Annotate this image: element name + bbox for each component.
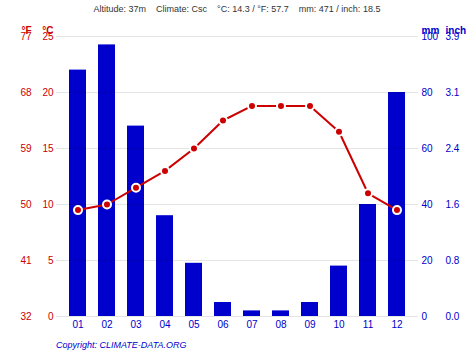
- svg-text:2.4: 2.4: [446, 143, 460, 154]
- svg-text:1.6: 1.6: [446, 199, 460, 210]
- svg-text:3.9: 3.9: [445, 30, 460, 42]
- svg-text:77: 77: [20, 30, 32, 42]
- svg-text:mm: mm: [422, 25, 440, 36]
- svg-text:0: 0: [422, 311, 428, 322]
- svg-text:3.1: 3.1: [446, 87, 460, 98]
- svg-text:25: 25: [42, 30, 54, 42]
- svg-text:06: 06: [217, 319, 229, 330]
- svg-text:100: 100: [421, 30, 439, 42]
- svg-text:10: 10: [42, 199, 54, 210]
- svg-text:15: 15: [42, 143, 54, 154]
- svg-text:12: 12: [391, 319, 403, 330]
- svg-text:0.0: 0.0: [446, 311, 460, 322]
- svg-text:32: 32: [20, 311, 32, 322]
- svg-text:inch: inch: [446, 25, 467, 36]
- svg-text:09: 09: [304, 319, 316, 330]
- svg-text:80: 80: [422, 87, 434, 98]
- svg-text:°C: °C: [42, 25, 53, 36]
- svg-text:60: 60: [422, 143, 434, 154]
- svg-text:08: 08: [275, 319, 287, 330]
- svg-text:02: 02: [101, 319, 113, 330]
- svg-text:04: 04: [159, 319, 171, 330]
- svg-text:03: 03: [130, 319, 142, 330]
- svg-text:11: 11: [363, 319, 374, 330]
- html-text:Altitude: 37m Climate: Csc °C:: Altitude: 37m Climate: Csc °C: 14.3 / °F…: [93, 4, 381, 14]
- svg-text:05: 05: [188, 319, 200, 330]
- svg-text:07: 07: [246, 319, 258, 330]
- svg-text:20: 20: [422, 255, 434, 266]
- svg-text:01: 01: [72, 319, 84, 330]
- svg-text:20: 20: [42, 87, 54, 98]
- svg-text:68: 68: [20, 87, 32, 98]
- svg-text:0.8: 0.8: [446, 255, 460, 266]
- svg-text:59: 59: [20, 143, 32, 154]
- html-text:Copyright: CLIMATE-DATA.ORG: Copyright: CLIMATE-DATA.ORG: [56, 340, 187, 350]
- svg-text:5: 5: [48, 255, 54, 266]
- svg-text:50: 50: [20, 199, 32, 210]
- svg-text:°F: °F: [21, 25, 31, 36]
- svg-text:10: 10: [333, 319, 345, 330]
- svg-text:0: 0: [48, 311, 54, 322]
- svg-text:40: 40: [422, 199, 434, 210]
- svg-text:41: 41: [20, 255, 32, 266]
